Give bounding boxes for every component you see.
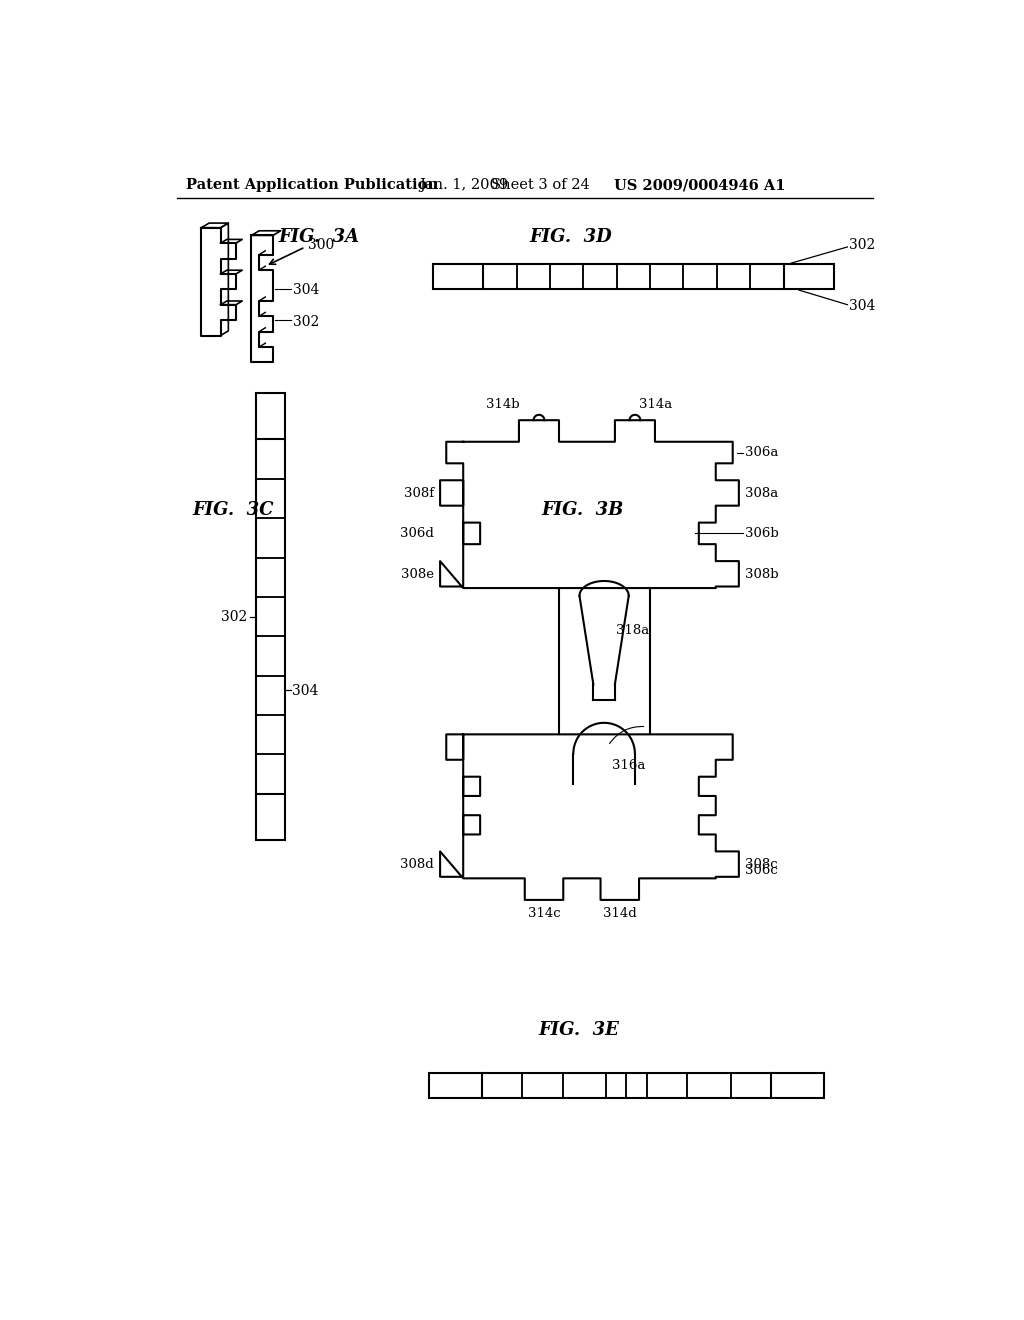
Text: Jan. 1, 2009: Jan. 1, 2009 xyxy=(419,178,509,193)
Text: 316a: 316a xyxy=(611,759,645,772)
Text: 308f: 308f xyxy=(403,487,434,500)
Text: 306a: 306a xyxy=(745,446,778,459)
Text: 308e: 308e xyxy=(401,568,434,581)
Text: 306d: 306d xyxy=(400,527,434,540)
Text: Patent Application Publication: Patent Application Publication xyxy=(186,178,438,193)
Text: 314a: 314a xyxy=(639,399,672,412)
Text: 304: 304 xyxy=(292,684,318,698)
Text: 302: 302 xyxy=(849,239,876,252)
Bar xyxy=(433,264,834,289)
Bar xyxy=(256,393,285,840)
Text: 302: 302 xyxy=(293,314,319,329)
Text: FIG.  3C: FIG. 3C xyxy=(193,502,273,519)
Text: 308b: 308b xyxy=(745,568,778,581)
Text: 308a: 308a xyxy=(745,487,778,500)
Text: 308c: 308c xyxy=(745,858,777,871)
Text: FIG.  3D: FIG. 3D xyxy=(529,228,612,246)
Bar xyxy=(429,1073,823,1098)
Text: 314c: 314c xyxy=(527,907,560,920)
Text: 304: 304 xyxy=(849,300,876,313)
Text: 304: 304 xyxy=(293,282,319,297)
Text: 306c: 306c xyxy=(745,865,778,878)
Text: FIG.  3B: FIG. 3B xyxy=(541,502,624,519)
Text: FIG.  3E: FIG. 3E xyxy=(539,1022,620,1039)
Text: 302: 302 xyxy=(220,610,247,623)
Text: 308d: 308d xyxy=(400,858,434,871)
Text: Sheet 3 of 24: Sheet 3 of 24 xyxy=(490,178,590,193)
Text: 314b: 314b xyxy=(486,399,520,412)
Text: US 2009/0004946 A1: US 2009/0004946 A1 xyxy=(614,178,785,193)
Text: 306b: 306b xyxy=(745,527,779,540)
Text: 318a: 318a xyxy=(615,624,649,638)
Text: FIG.  3A: FIG. 3A xyxy=(279,228,359,246)
Text: 300: 300 xyxy=(307,239,334,252)
Text: 314d: 314d xyxy=(603,907,637,920)
